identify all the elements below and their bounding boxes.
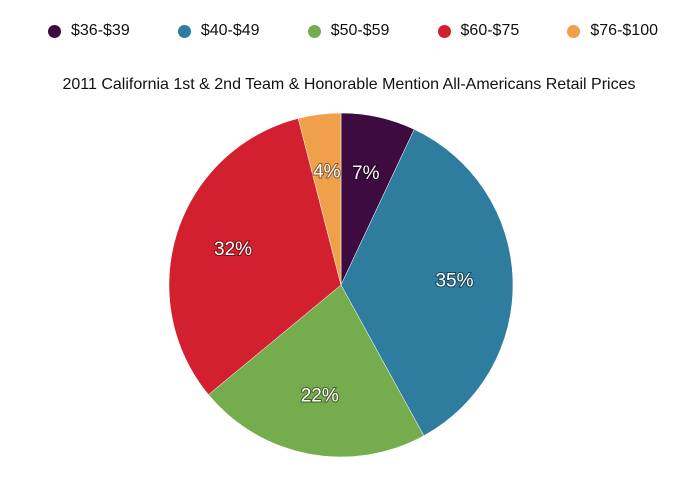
slice-percent-label: 35% (435, 270, 473, 291)
legend-item-36-39[interactable]: $36-$39 (48, 22, 130, 40)
slice-percent-label: 22% (301, 386, 339, 407)
legend-label: $76-$100 (590, 22, 658, 39)
legend-label: $40-$49 (200, 22, 260, 39)
pie-slice-76-100[interactable] (297, 112, 342, 286)
legend-swatch (48, 24, 61, 38)
chart-title: 2011 California 1st & 2nd Team & Honorab… (62, 76, 636, 93)
pie-slice-50-59[interactable] (208, 284, 425, 458)
legend-item-60-75[interactable]: $60-$75 (437, 22, 520, 40)
legend: $36-$39 $40-$49 $50-$59 $60-$75 $76-$100 (48, 18, 658, 44)
slice-percent-label: 7% (352, 163, 380, 184)
legend-item-40-49[interactable]: $40-$49 (177, 22, 260, 40)
legend-swatch (307, 24, 321, 38)
legend-label: $50-$59 (330, 22, 390, 39)
pie-slice-60-75[interactable] (168, 118, 342, 395)
slice-percent-label: 4% (313, 161, 341, 182)
legend-swatch (567, 24, 581, 38)
legend-label: $36-$39 (71, 22, 130, 39)
legend-swatch (177, 24, 191, 38)
pie-slice-40-49[interactable] (340, 129, 514, 437)
legend-label: $60-$75 (460, 22, 520, 39)
legend-item-76-100[interactable]: $76-$100 (567, 22, 658, 40)
legend-item-50-59[interactable]: $50-$59 (307, 22, 390, 40)
legend-swatch (437, 24, 451, 38)
slice-percent-label: 32% (214, 239, 252, 260)
